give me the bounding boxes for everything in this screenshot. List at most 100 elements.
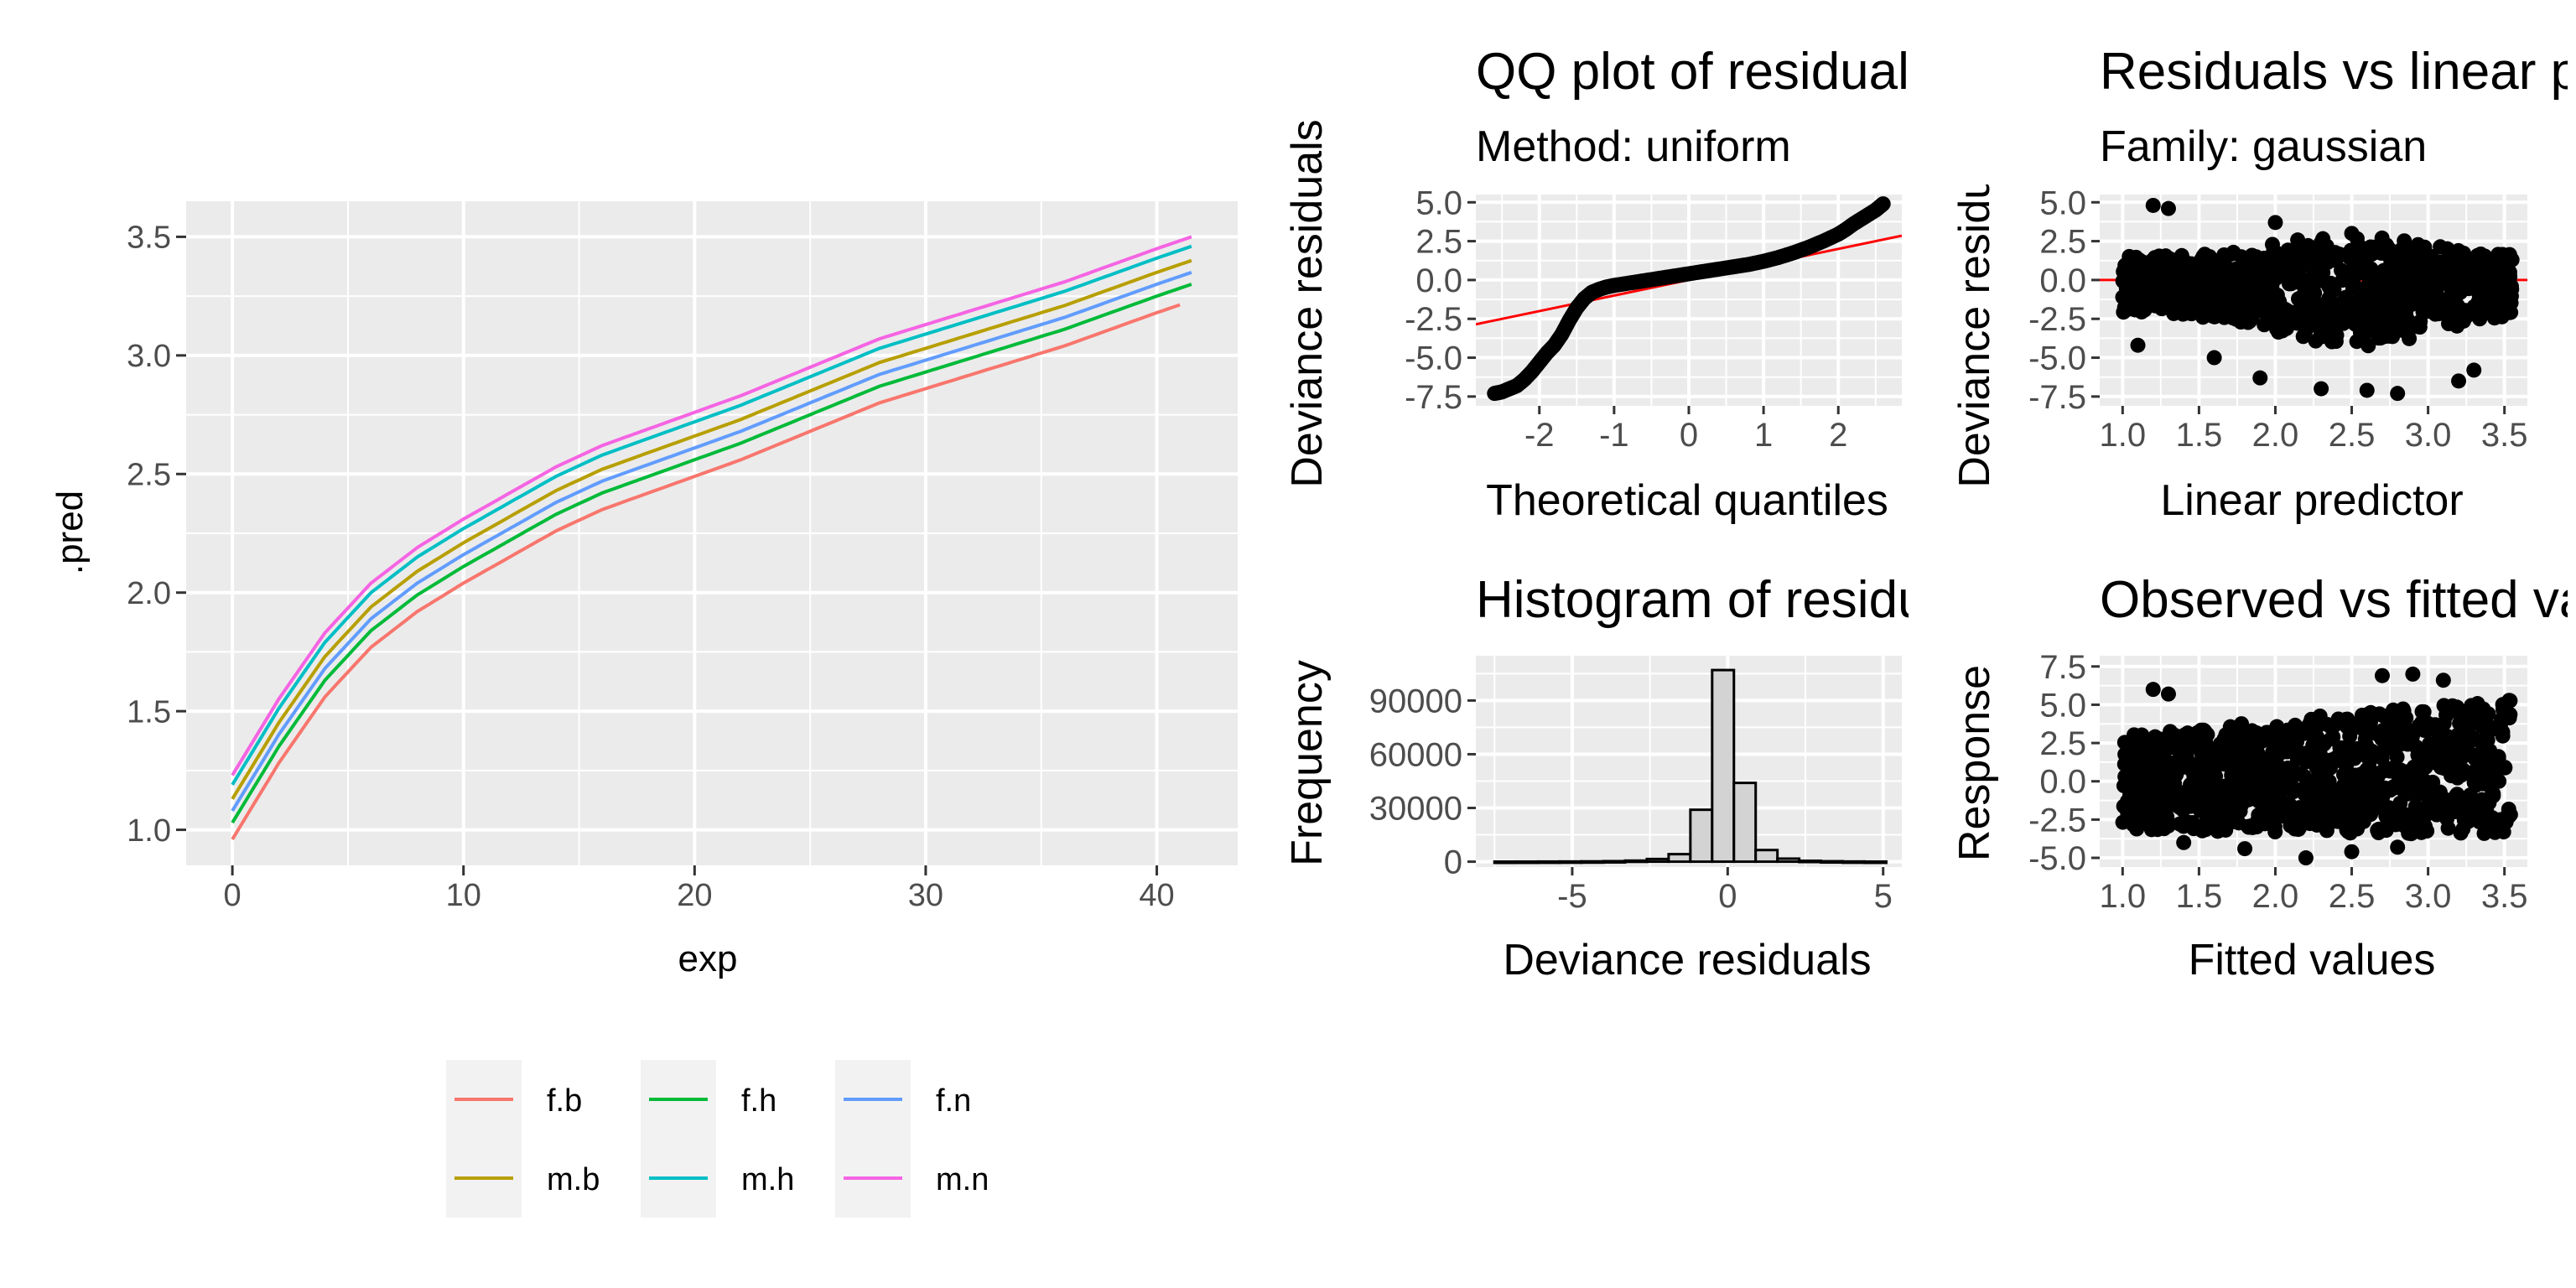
y-tick-label: -5.0	[2028, 340, 2086, 377]
y-tick-label: 1.0	[127, 813, 171, 849]
ovf-point	[2369, 799, 2385, 815]
rlp-point	[2252, 370, 2268, 386]
x-tick-label: 2.5	[2329, 878, 2376, 915]
x-tick-label: -5	[1557, 878, 1587, 915]
ovf-point	[2129, 793, 2145, 809]
rlp-point	[2116, 299, 2132, 315]
rlp-point	[2268, 313, 2284, 329]
qq-y-axis-label: Deviance residuals	[1283, 119, 1332, 487]
x-tick-label: 2.5	[2329, 417, 2376, 454]
y-tick-label: 0.0	[2039, 764, 2086, 801]
ovf-point	[2431, 727, 2447, 743]
ovf-point	[2377, 780, 2393, 796]
qq-x-ticks: -2 -1 0 1 2	[1524, 406, 1847, 454]
rlp-point	[2476, 255, 2492, 271]
ovf-point	[2350, 740, 2366, 756]
ovf-point	[2440, 820, 2456, 836]
y-tick-label: -5.0	[1405, 340, 1462, 377]
hist-bar	[1514, 860, 1540, 865]
ovf-x-ticks: 1.0 1.5 2.0 2.5 3.0 3.5	[2100, 867, 2527, 915]
y-tick-label: 1.5	[127, 694, 171, 730]
ovf-point	[2495, 697, 2511, 713]
y-tick-label: 2.5	[2039, 224, 2086, 261]
hist-bar	[1798, 860, 1823, 864]
x-tick-label: 3.0	[2405, 417, 2452, 454]
ovf-point	[2309, 740, 2324, 756]
legend-item-m-h: m.h	[641, 1139, 794, 1218]
ovf-point	[2284, 778, 2300, 794]
rlp-subtitle: Family: gaussian	[2100, 122, 2427, 171]
y-tick-label: 30000	[1369, 791, 1462, 828]
ovf-point	[2435, 673, 2451, 688]
x-tick-label: 40	[1139, 878, 1174, 913]
ovf-point	[2322, 718, 2338, 734]
hist-bar	[1863, 860, 1888, 865]
rlp-x-ticks: 1.0 1.5 2.0 2.5 3.0 3.5	[2100, 406, 2527, 454]
ovf-point	[2332, 740, 2348, 756]
rlp-x-axis-label: Linear predictor	[2160, 476, 2463, 525]
ovf-point	[2124, 752, 2140, 768]
hist-bars	[1493, 668, 1888, 865]
rlp-point	[2466, 362, 2482, 378]
rlp-point	[2344, 226, 2360, 242]
rlp-point	[2217, 249, 2233, 265]
rlp-point	[2153, 256, 2168, 272]
ovf-point	[2382, 763, 2398, 779]
ovf-point	[2338, 711, 2354, 727]
x-tick-label: -1	[1599, 417, 1629, 454]
qq-x-axis-label: Theoretical quantiles	[1486, 476, 1888, 525]
ovf-point	[2390, 839, 2406, 855]
ovf-point	[2327, 798, 2343, 814]
ovf-point	[2464, 765, 2480, 781]
rlp-point	[2314, 381, 2329, 397]
hist-bar	[1754, 849, 1779, 864]
x-tick-label: 2.0	[2252, 878, 2299, 915]
ovf-point	[2414, 714, 2430, 730]
rlp-point	[2380, 288, 2396, 304]
hist-x-ticks: -5 0 5	[1557, 867, 1893, 915]
rlp-y-ticks: -7.5-5.0-2.50.02.55.0	[2028, 184, 2100, 416]
rlp-point	[2145, 197, 2161, 213]
rlp-point	[2154, 287, 2170, 303]
rlp-point	[2370, 267, 2386, 283]
ovf-point	[2462, 787, 2478, 803]
ovf-point	[2374, 750, 2390, 766]
ovf-point	[2135, 736, 2151, 752]
rlp-point	[2208, 279, 2224, 295]
series-line-f-h	[231, 283, 1192, 824]
ovf-point	[2493, 712, 2509, 728]
qq-title: QQ plot of residuals	[1476, 43, 1935, 101]
ovf-point	[2273, 745, 2289, 761]
title-clip-mask-middle-2	[1909, 562, 1992, 646]
x-tick-label: 5	[1874, 878, 1893, 915]
series-line-m-n	[231, 235, 1192, 776]
rlp-point	[2376, 312, 2392, 328]
ovf-point	[2464, 808, 2480, 824]
rlp-point	[2462, 303, 2478, 319]
series-line-m-b	[231, 258, 1192, 800]
rlp-point	[2137, 302, 2153, 318]
hist-bar	[1667, 853, 1692, 864]
y-tick-label: 60000	[1369, 736, 1462, 773]
rlp-point	[2257, 317, 2272, 333]
ovf-point	[2487, 824, 2503, 840]
y-tick-label: 5.0	[1415, 184, 1462, 221]
rlp-point	[2449, 318, 2465, 334]
hist-bar	[1645, 857, 1670, 864]
ovf-point	[2237, 841, 2253, 857]
ovf-point	[2280, 761, 2296, 776]
ovf-x-axis-label: Fitted values	[2189, 936, 2436, 984]
ovf-point	[2476, 825, 2492, 841]
rlp-point	[2451, 373, 2467, 389]
hist-bar	[1841, 860, 1867, 865]
rlp-point	[2358, 296, 2374, 312]
residuals-vs-linear-predictor-plot: 1.0 1.5 2.0 2.5 3.0 3.5 -7.5-5.0-2.50.02.55.0…	[1950, 43, 2576, 525]
hist-title: Histogram of residuals	[1476, 571, 1993, 629]
hist-bar	[1711, 668, 1736, 864]
x-tick-label: 10	[446, 878, 481, 913]
ovf-point	[2272, 784, 2288, 800]
y-tick-label: 2.5	[1415, 224, 1462, 261]
ovf-point	[2337, 782, 2353, 798]
legend-item-f-n: f.n	[835, 1060, 971, 1139]
